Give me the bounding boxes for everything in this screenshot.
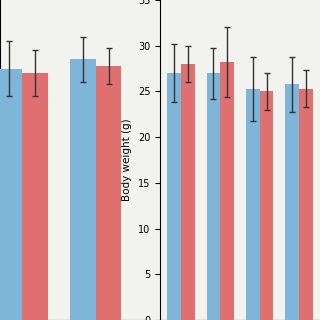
Bar — [22, 73, 48, 320]
Legend: Pre-treatment, Post-treatment: Pre-treatment, Post-treatment — [206, 128, 304, 160]
Bar — [285, 84, 299, 320]
Y-axis label: Body weight (g): Body weight (g) — [122, 119, 132, 201]
Bar — [96, 66, 122, 320]
Bar — [167, 73, 181, 320]
Bar — [299, 89, 313, 320]
Bar — [70, 60, 96, 320]
Bar — [260, 92, 273, 320]
Bar — [0, 68, 22, 320]
Bar — [220, 62, 234, 320]
Bar — [246, 89, 260, 320]
Bar — [207, 73, 220, 320]
Bar — [181, 64, 195, 320]
